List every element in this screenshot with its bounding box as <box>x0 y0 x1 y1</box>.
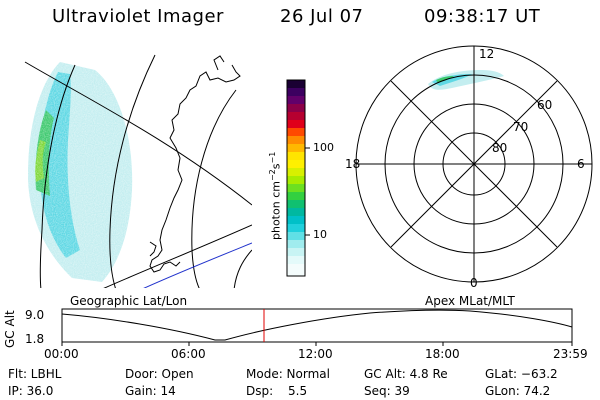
mlat-label-70: 70 <box>513 120 529 134</box>
status-door: Door: Open <box>125 367 194 381</box>
status-gc-altitude: GC Alt: 4.8 Re <box>364 367 448 381</box>
coastline <box>213 55 225 71</box>
time-tick-1200: 12:00 <box>298 347 333 361</box>
status-filter: Flt: LBHL <box>8 367 62 381</box>
altitude-tick-high: 9.0 <box>25 308 45 322</box>
colorbar-label: photon cm−2s−1 <box>268 151 283 240</box>
coastline <box>149 241 157 257</box>
terminator-line <box>143 242 252 288</box>
colorbar-tick-100: 100 <box>313 141 334 154</box>
altitude-plot <box>61 308 573 346</box>
graticule-line <box>39 64 76 288</box>
graticule-line <box>109 54 156 288</box>
mlt-label-dawn: 6 <box>577 157 585 171</box>
status-sequence: Seq: 39 <box>364 384 410 398</box>
aurora-emission-polar <box>428 70 504 90</box>
status-geo-longitude: GLon: 74.2 <box>485 384 551 398</box>
mlt-label-noon: 12 <box>479 47 495 61</box>
status-dsp-label: Dsp: <box>246 384 274 398</box>
time-tick-2359: 23:59 <box>553 347 588 361</box>
instrument-title: Ultraviolet Imager <box>52 6 224 27</box>
mlat-label-80: 80 <box>492 141 508 155</box>
colorbar-tick-10: 10 <box>313 228 327 241</box>
status-gain: Gain: 14 <box>125 384 176 398</box>
mlat-label-60: 60 <box>537 98 553 112</box>
time-tick-1800: 18:00 <box>425 347 460 361</box>
time-tick-0000: 00:00 <box>44 347 79 361</box>
coastline <box>149 64 241 273</box>
mlt-label-midnight: 0 <box>470 276 478 290</box>
polar-map <box>355 45 593 283</box>
status-geo-latitude: GLat: −63.2 <box>485 367 558 381</box>
observation-date: 26 Jul 07 <box>280 6 364 27</box>
geographic-panel-label: Geographic Lat/Lon <box>70 294 188 308</box>
colorbar <box>286 79 310 277</box>
graticule-line <box>191 89 237 288</box>
graticule-line <box>103 224 252 288</box>
altitude-tick-low: 1.8 <box>25 332 45 346</box>
status-mode: Mode: Normal <box>246 367 330 381</box>
time-tick-0600: 06:00 <box>171 347 206 361</box>
status-ip: IP: 36.0 <box>8 384 54 398</box>
observation-time: 09:38:17 UT <box>424 6 541 27</box>
status-dsp-value: 5.5 <box>288 384 308 398</box>
mlt-label-dusk: 18 <box>345 157 361 171</box>
graticule-line <box>24 61 252 206</box>
graticule-line <box>233 249 252 288</box>
altitude-curve <box>61 309 573 341</box>
geographic-map <box>20 42 252 288</box>
altitude-axis-title: GC Alt <box>3 310 17 348</box>
polar-panel-label: Apex MLat/MLT <box>425 294 515 308</box>
